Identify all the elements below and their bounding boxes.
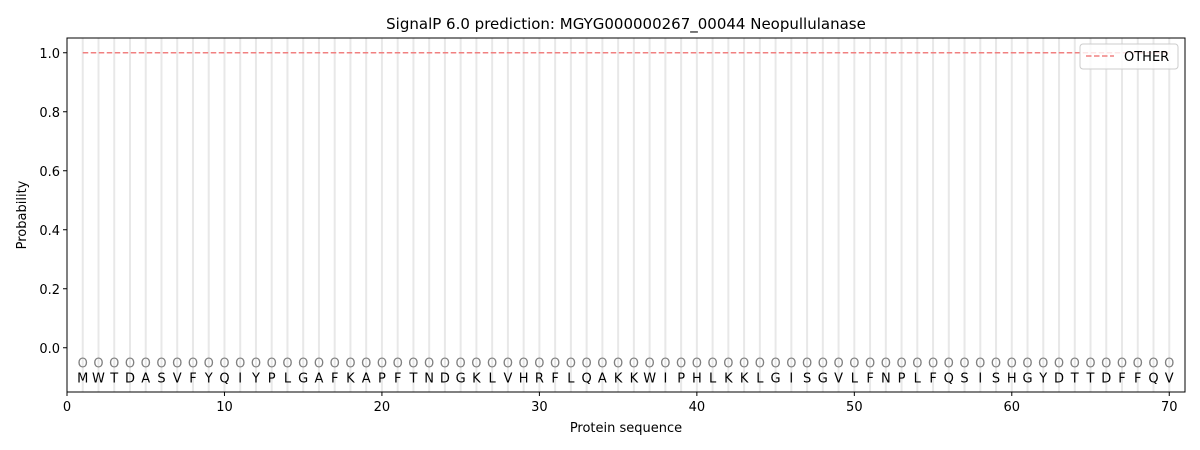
y-tick-label: 0.4 bbox=[39, 224, 60, 239]
legend: OTHER bbox=[1079, 43, 1179, 70]
residue-grid bbox=[81, 38, 1171, 392]
residue-labels: OOOOOOOOOOOOOOOOOOOOOOOOOOOOOOOOOOOOOOOO… bbox=[77, 357, 1174, 387]
x-tick-label: 60 bbox=[1004, 400, 1021, 415]
x-tick-label: 70 bbox=[1161, 400, 1178, 415]
residue-sequence: MWTDASVFYQIYPLGAFKAPFTNDGKLVHRFLQAKKWIPH… bbox=[77, 371, 1174, 386]
y-tick-label: 0.0 bbox=[39, 342, 60, 357]
x-axis-label: Protein sequence bbox=[570, 421, 682, 436]
legend-label-other: OTHER bbox=[1124, 50, 1169, 65]
y-tick-label: 0.2 bbox=[39, 283, 60, 298]
y-axis-label: Probability bbox=[15, 180, 30, 249]
region-labels: OOOOOOOOOOOOOOOOOOOOOOOOOOOOOOOOOOOOOOOO… bbox=[78, 357, 1175, 372]
x-tick-label: 40 bbox=[689, 400, 706, 415]
x-tick-label: 20 bbox=[374, 400, 391, 415]
legend-box bbox=[1079, 43, 1179, 70]
y-axis-ticks: 0.0 0.2 0.4 0.6 0.8 1.0 bbox=[39, 47, 67, 357]
x-tick-label: 50 bbox=[846, 400, 863, 415]
x-tick-label: 30 bbox=[531, 400, 548, 415]
y-tick-label: 0.8 bbox=[39, 106, 60, 121]
x-axis-ticks: 0 10 20 30 40 50 60 70 bbox=[63, 392, 1178, 415]
plot-frame bbox=[66, 37, 1186, 393]
y-tick-label: 0.6 bbox=[39, 165, 60, 180]
x-tick-label: 10 bbox=[216, 400, 233, 415]
chart-title: SignalP 6.0 prediction: MGYG000000267_00… bbox=[386, 15, 866, 34]
y-tick-label: 1.0 bbox=[39, 47, 60, 62]
x-tick-label: 0 bbox=[63, 400, 71, 415]
